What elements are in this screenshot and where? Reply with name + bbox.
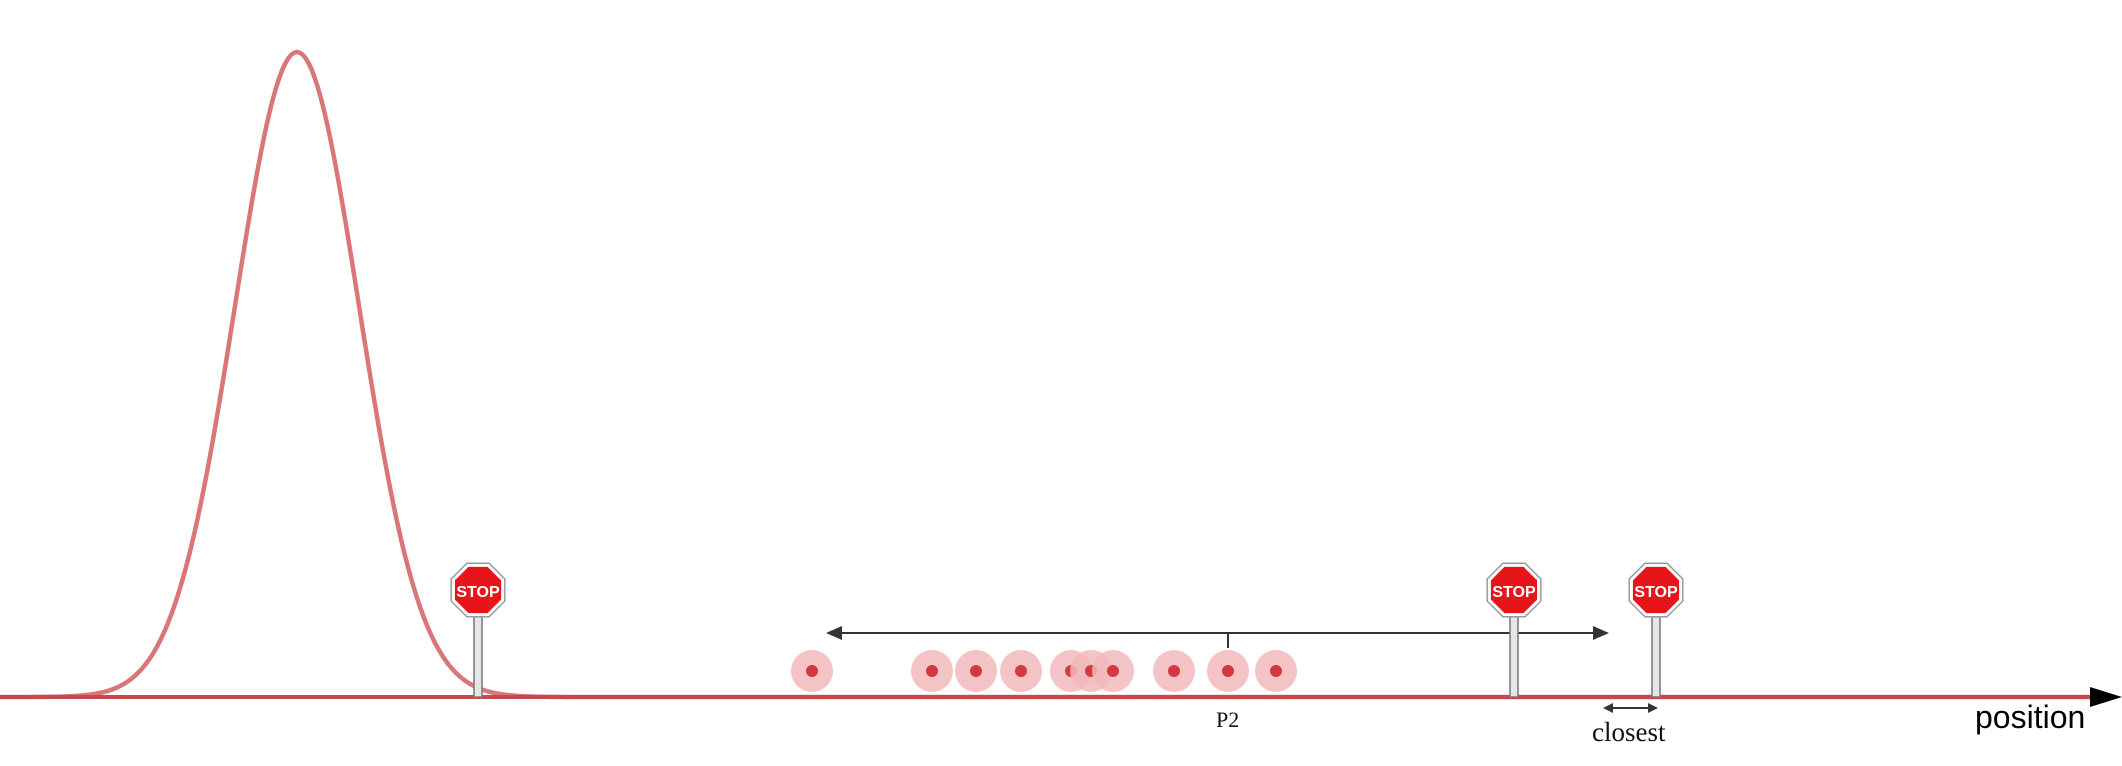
stop-sign-pole — [473, 613, 483, 698]
stop-sign-pole — [1509, 613, 1519, 698]
dot-core — [970, 665, 982, 677]
stop-sign-face — [1490, 566, 1538, 614]
closest-left-arrowhead — [1603, 703, 1613, 713]
interval-left-arrowhead — [826, 626, 842, 640]
dot-core — [1222, 665, 1234, 677]
particle-dot-icon — [955, 650, 997, 692]
arrow-right-icon — [2090, 687, 2122, 707]
stop-sign-text: STOP — [1492, 584, 1536, 601]
particle-dot-icon — [1255, 650, 1297, 692]
particle-dot-icon — [1092, 650, 1134, 692]
particle-dots — [791, 650, 1297, 692]
dot-core — [1015, 665, 1027, 677]
dot-core — [1270, 665, 1282, 677]
stop-sign-face — [454, 566, 502, 614]
particle-dot-icon — [791, 650, 833, 692]
stop-sign-text: STOP — [1634, 584, 1678, 601]
particle-dot-icon — [1000, 650, 1042, 692]
dot-core — [1168, 665, 1180, 677]
particle-dot-icon — [911, 650, 953, 692]
dot-core — [806, 665, 818, 677]
interval-arrow — [826, 626, 1609, 648]
stop-sign-pole — [1651, 613, 1661, 698]
stop-sign-face — [1632, 566, 1680, 614]
distribution-curve — [0, 49, 2100, 700]
closest-right-arrowhead — [1648, 703, 1658, 713]
stop-sign-icon: STOP — [1486, 562, 1542, 698]
particle-dot-icon — [1153, 650, 1195, 692]
stop-sign-icon: STOP — [1628, 562, 1684, 698]
particle-dot-icon — [1207, 650, 1249, 692]
interval-right-arrowhead — [1593, 626, 1609, 640]
stop-sign-icon: STOP — [450, 562, 506, 698]
interval-label: P2 — [1216, 707, 1239, 732]
dot-core — [926, 665, 938, 677]
stop-signs: STOP STOP STOP — [450, 562, 1684, 698]
closest-distance-arrow — [1603, 703, 1658, 713]
closest-label: closest — [1592, 717, 1666, 747]
stop-sign-text: STOP — [456, 584, 500, 601]
dot-core — [1107, 665, 1119, 677]
axis-label: position — [1975, 699, 2085, 735]
